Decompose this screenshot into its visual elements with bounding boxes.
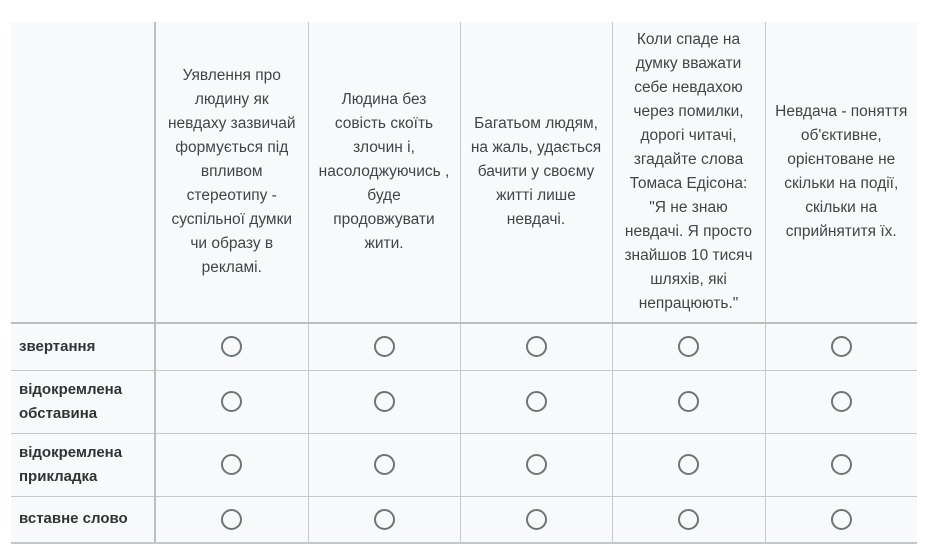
grid-question: Уявлення про людину як невдаху зазвичай … (11, 22, 917, 544)
table-row: звертання (11, 322, 917, 370)
radio-unchecked-icon[interactable] (678, 454, 699, 475)
table-row: вставне слово (11, 495, 917, 544)
radio-cell (307, 495, 460, 544)
radio-cell (611, 495, 765, 544)
radio-cell (307, 369, 460, 433)
header-row: Уявлення про людину як невдаху зазвичай … (11, 22, 917, 324)
radio-cell (611, 322, 765, 370)
radio-unchecked-icon[interactable] (830, 508, 852, 530)
radio-unchecked-icon[interactable] (373, 391, 395, 412)
radio-cell (764, 432, 917, 496)
radio-unchecked-icon[interactable] (525, 454, 547, 475)
radio-unchecked-icon[interactable] (525, 336, 547, 358)
corner-cell (11, 22, 155, 324)
radio-unchecked-icon[interactable] (373, 454, 395, 475)
radio-cell (459, 495, 612, 544)
radio-unchecked-icon[interactable] (221, 391, 243, 412)
radio-cell (307, 432, 460, 496)
radio-unchecked-icon[interactable] (525, 508, 547, 530)
radio-unchecked-icon[interactable] (373, 336, 395, 358)
radio-unchecked-icon[interactable] (678, 508, 699, 530)
choice-grid-table: Уявлення про людину як невдаху зазвичай … (11, 22, 917, 544)
column-header: Багатьом людям, на жаль, удається бачити… (459, 22, 612, 324)
radio-cell (459, 432, 612, 496)
radio-cell (154, 322, 308, 370)
radio-unchecked-icon[interactable] (221, 454, 243, 475)
column-header: Уявлення про людину як невдаху зазвичай … (154, 22, 308, 324)
radio-unchecked-icon[interactable] (830, 454, 852, 475)
table-row: відокремлена обставина (11, 369, 917, 433)
radio-cell (611, 369, 765, 433)
radio-unchecked-icon[interactable] (678, 391, 699, 412)
radio-cell (764, 322, 917, 370)
radio-cell (459, 369, 612, 433)
radio-cell (154, 369, 308, 433)
radio-unchecked-icon[interactable] (525, 391, 547, 412)
radio-unchecked-icon[interactable] (221, 336, 243, 358)
radio-cell (611, 432, 765, 496)
radio-cell (154, 432, 308, 496)
row-label: відокремлена обставина (11, 369, 155, 433)
radio-unchecked-icon[interactable] (221, 508, 243, 530)
radio-unchecked-icon[interactable] (373, 508, 395, 530)
row-label: вставне слово (11, 495, 155, 544)
radio-cell (154, 495, 308, 544)
radio-unchecked-icon[interactable] (678, 336, 699, 358)
row-label: звертання (11, 322, 155, 370)
table-row: відокремлена прикладка (11, 432, 917, 496)
radio-cell (307, 322, 460, 370)
row-label: відокремлена прикладка (11, 432, 155, 496)
radio-cell (764, 495, 917, 544)
column-header: Невдача - поняття об'єктивне, орієнтован… (764, 22, 917, 324)
radio-cell (459, 322, 612, 370)
radio-unchecked-icon[interactable] (830, 391, 852, 412)
radio-unchecked-icon[interactable] (830, 336, 852, 358)
column-header: Людина без совість скоїть злочин і, насо… (307, 22, 460, 324)
radio-cell (764, 369, 917, 433)
column-header: Коли спаде на думку вважати себе невдахо… (611, 22, 765, 324)
